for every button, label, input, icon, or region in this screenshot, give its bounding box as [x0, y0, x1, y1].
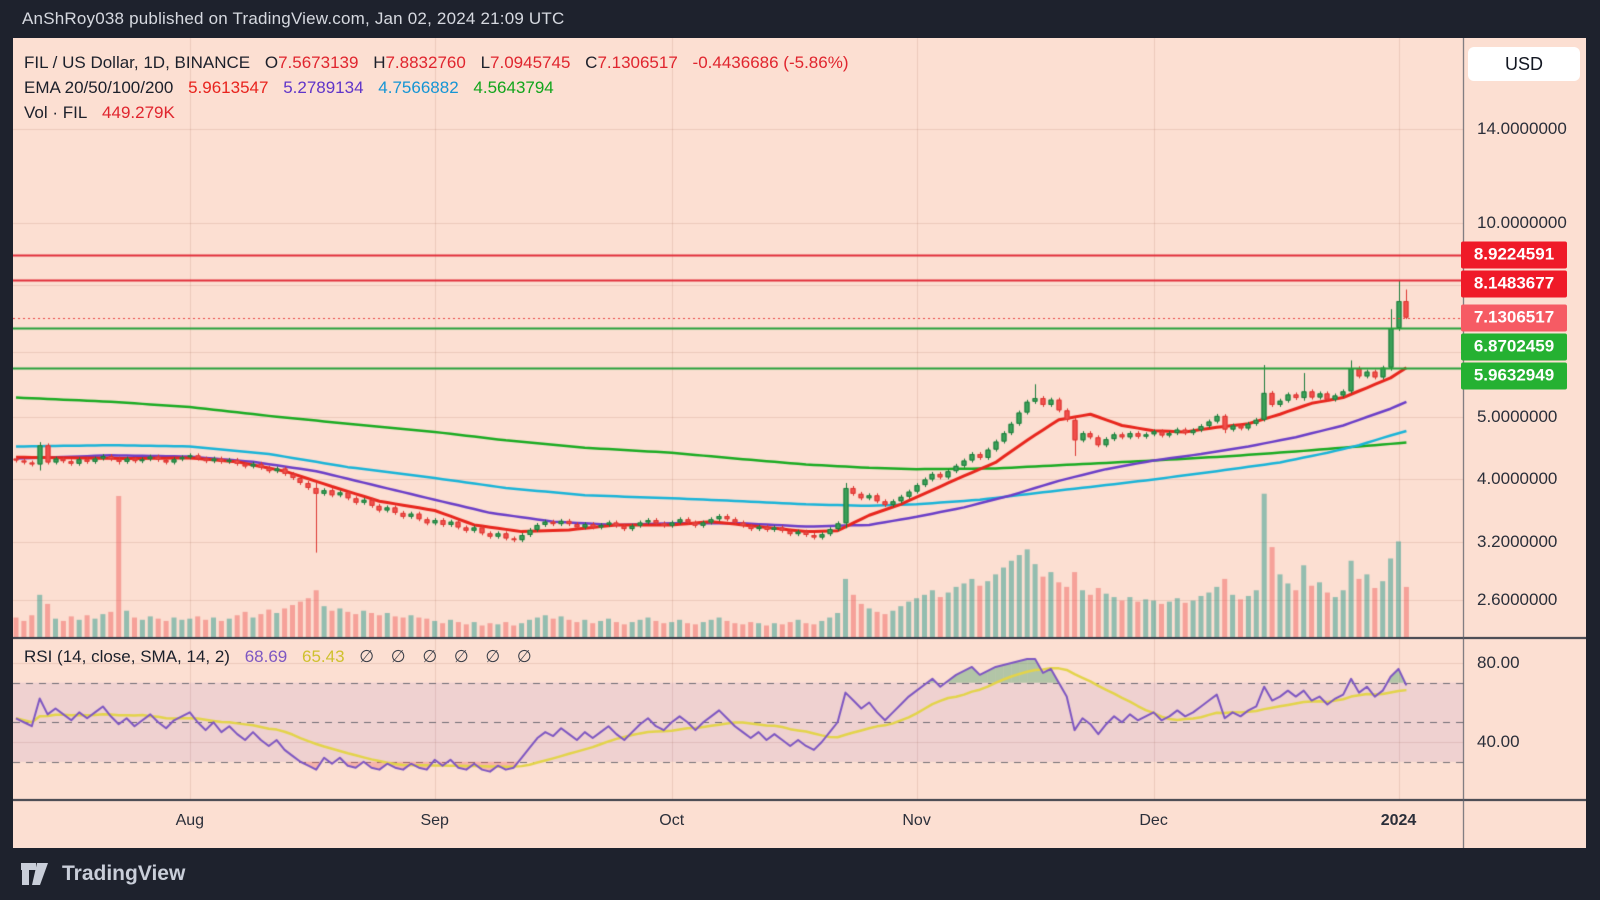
price-level-badge: 7.1306517: [1461, 304, 1567, 332]
vol-label[interactable]: Vol · FIL: [24, 103, 88, 122]
price-tick: 10.0000000: [1477, 212, 1567, 232]
close-value: 7.1306517: [597, 53, 678, 72]
price-level-badge: 8.9224591: [1461, 241, 1567, 269]
price-tick: 14.0000000: [1477, 118, 1567, 138]
price-tick: 5.0000000: [1477, 407, 1558, 426]
ema200-value: 4.5643794: [473, 78, 554, 97]
price-level-badge: 5.9632949: [1461, 362, 1567, 390]
time-axis-label: Sep: [420, 812, 449, 829]
price-tick: 2.6000000: [1477, 590, 1558, 610]
time-axis-label: 2024: [1380, 812, 1417, 829]
rsi-sma-value: 65.43: [301, 647, 345, 666]
ema100-value: 4.7566882: [378, 78, 459, 97]
symbol-title[interactable]: FIL / US Dollar, 1D, BINANCE: [24, 53, 251, 72]
ema20-value: 5.9613547: [188, 78, 269, 97]
footer-bar: TradingView: [0, 848, 1600, 900]
price-level-badge: 6.8702459: [1461, 333, 1567, 361]
time-axis-label: Aug: [175, 812, 205, 829]
price-level-badge: 8.1483677: [1461, 270, 1567, 298]
legend-ema-row[interactable]: EMA 20/50/100/200 5.9613547 5.2789134 4.…: [24, 75, 848, 100]
high-value: 7.8832760: [385, 53, 466, 72]
legend-ohlc-row[interactable]: FIL / US Dollar, 1D, BINANCE O7.5673139 …: [24, 53, 849, 72]
rsi-tick: 80.00: [1477, 653, 1520, 672]
price-chart-canvas[interactable]: [13, 38, 1586, 848]
publish-text: AnShRoy038 published on TradingView.com,…: [22, 9, 565, 28]
currency-label: USD: [1504, 53, 1543, 74]
tradingview-logo-icon: [21, 863, 48, 885]
vol-value: 449.279K: [102, 103, 175, 122]
price-tick: 4.0000000: [1477, 469, 1558, 489]
rsi-tick: 40.00: [1477, 732, 1520, 751]
ema50-value: 5.2789134: [283, 78, 364, 97]
rsi-title[interactable]: RSI (14, close, SMA, 14, 2): [24, 647, 230, 666]
change-value: -0.4436686 (-5.86%): [692, 53, 849, 72]
rsi-legend[interactable]: RSI (14, close, SMA, 14, 2) 68.69 65.43 …: [24, 647, 538, 667]
chart-legend: FIL / US Dollar, 1D, BINANCE O7.5673139 …: [24, 50, 848, 125]
currency-toggle-button[interactable]: USD: [1468, 47, 1580, 81]
legend-volume-row[interactable]: Vol · FIL 449.279K: [24, 100, 848, 125]
time-axis-label: Nov: [902, 812, 931, 829]
ema-label[interactable]: EMA 20/50/100/200: [24, 78, 174, 97]
time-axis-label: Oct: [659, 812, 685, 829]
open-value: 7.5673139: [278, 53, 359, 72]
low-value: 7.0945745: [490, 53, 571, 72]
rsi-value: 68.69: [244, 647, 288, 666]
publish-bar: AnShRoy038 published on TradingView.com,…: [0, 0, 1600, 38]
footer-brand: TradingView: [62, 862, 186, 885]
rsi-empty-slots: ∅ ∅ ∅ ∅ ∅ ∅: [359, 647, 538, 666]
price-tick: 3.2000000: [1477, 531, 1558, 551]
time-axis-label: Dec: [1139, 812, 1168, 829]
